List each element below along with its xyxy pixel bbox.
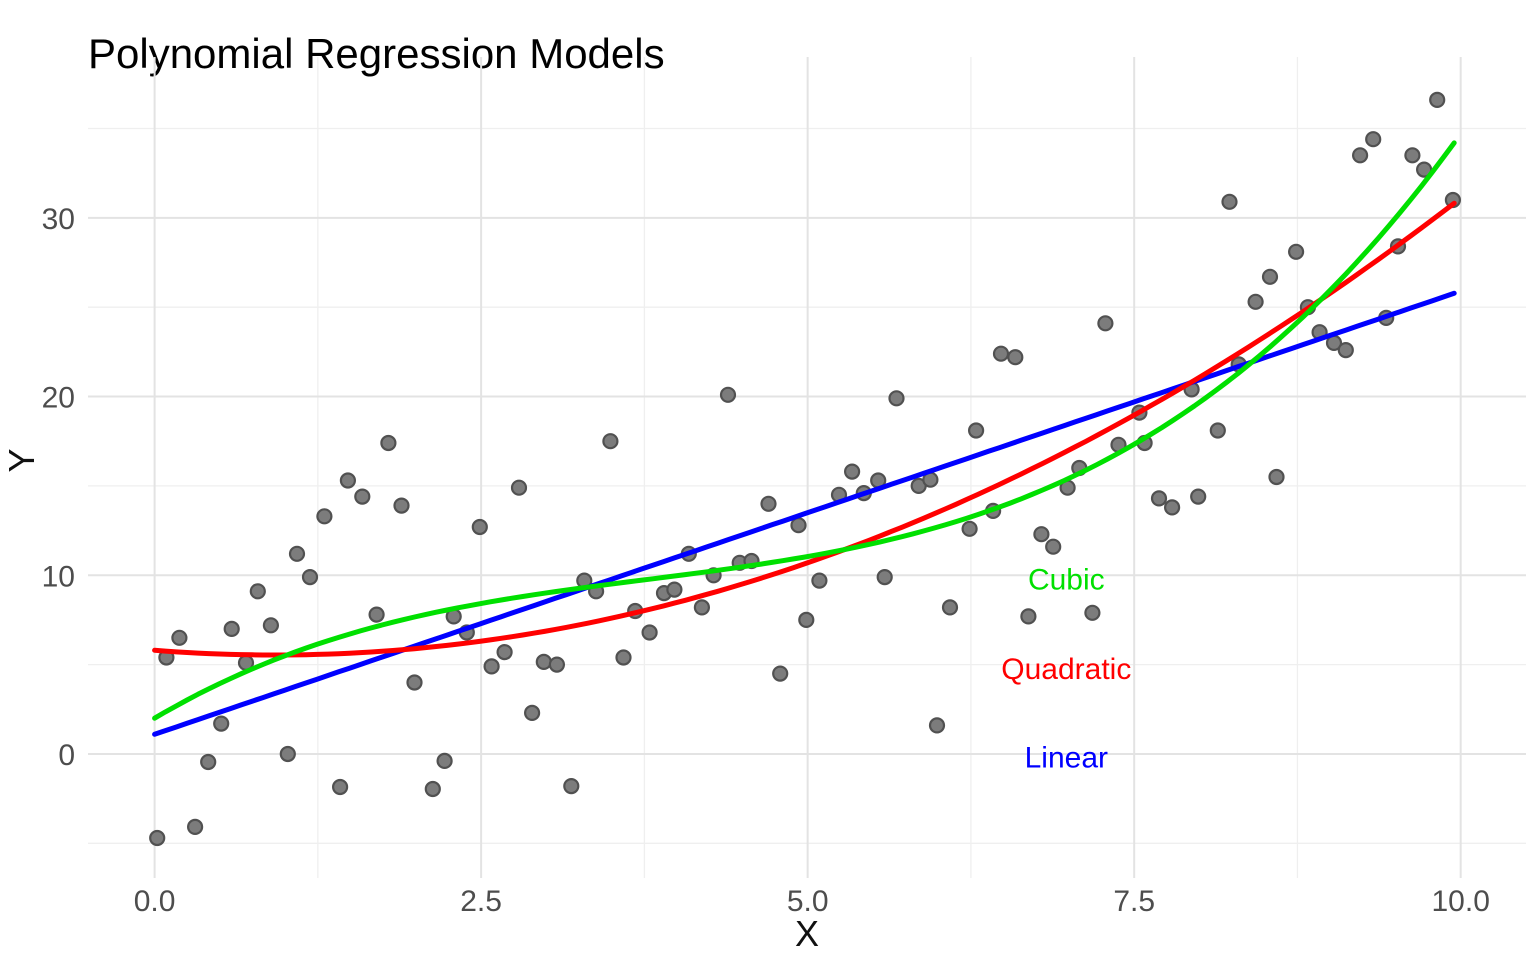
y-tick-label: 0 [58,739,75,772]
data-point [171,629,188,646]
data-point [223,620,240,638]
data-point [719,386,737,403]
data-point [213,715,230,732]
data-point [760,495,777,512]
x-tick-label: 5.0 [787,885,829,918]
data-point [1163,499,1181,516]
data-point [249,583,266,600]
data-point [471,518,488,536]
data-point [523,704,541,722]
curve-linear [152,290,1457,737]
data-point [368,606,385,623]
data-point [1020,608,1037,625]
data-point [772,665,789,682]
data-point [941,599,959,616]
data-point [510,479,528,496]
data-point [641,624,658,641]
data-point [928,717,946,734]
data-point [1337,342,1354,359]
x-tick-label: 7.5 [1113,885,1155,918]
x-tick-label: 2.5 [460,885,502,918]
data-point [790,517,807,534]
series-label-cubic: Cubic [1028,563,1105,596]
data-point [262,617,279,634]
fitted-curves [152,140,1457,737]
plot-title: Polynomial Regression Models [88,30,665,78]
data-point [843,463,861,480]
data-point [436,752,453,770]
data-point [187,818,204,836]
data-point [1268,468,1285,486]
y-tick-label: 10 [42,560,75,593]
data-point [1150,490,1168,507]
data-point [424,780,441,798]
x-axis-title: X [795,913,819,954]
curve-cubic [152,140,1457,721]
y-tick-label: 20 [42,382,75,415]
data-point [1033,526,1050,543]
data-point [332,778,349,796]
data-point [811,572,828,589]
data-point [1429,91,1446,109]
data-point [301,568,319,586]
data-point [535,653,552,671]
data-point [279,745,296,763]
data-point [1261,268,1279,285]
curve-quadratic [152,200,1457,658]
x-tick-label: 0.0 [134,885,176,918]
data-point [563,777,580,795]
data-point [1007,349,1024,366]
data-point [1365,131,1382,148]
data-point [1404,147,1421,164]
data-point [1190,488,1207,505]
data-point [1045,538,1062,555]
series-label-quadratic: Quadratic [1001,653,1131,686]
data-point [1287,243,1305,260]
data-point [354,488,371,505]
data-point [548,656,566,673]
data-point [149,829,166,847]
y-tick-label: 30 [42,203,75,236]
y-axis-title: Y [1,448,42,472]
x-tick-label: 10.0 [1432,885,1490,918]
data-point [1097,315,1114,332]
data-point [339,472,356,489]
data-point [1209,422,1226,439]
data-point [1221,193,1238,210]
data-point [615,649,632,666]
data-point [393,497,410,514]
data-point [967,422,985,439]
x-tick-labels: 0.0 2.5 5.0 7.5 10.0 [134,885,1490,918]
data-point [200,753,217,771]
data-point [288,545,306,562]
data-point [496,643,513,661]
data-point [483,658,500,675]
gridlines-major [88,57,1526,878]
data-point [602,433,619,450]
series-labels: Linear Quadratic Cubic [1001,563,1131,774]
series-label-linear: Linear [1025,742,1108,775]
data-point [961,520,978,537]
data-point [1084,604,1101,621]
data-point [888,390,905,407]
y-tick-labels: 0 10 20 30 [42,203,75,772]
data-point [316,508,333,525]
data-point [1351,147,1369,164]
data-point [406,674,423,691]
data-point [380,434,397,452]
data-point [798,611,815,629]
scatter-points [149,91,1462,847]
data-point [693,599,711,616]
data-point [992,345,1010,362]
data-point [876,568,893,586]
data-point [1247,293,1264,310]
data-point [666,581,683,598]
